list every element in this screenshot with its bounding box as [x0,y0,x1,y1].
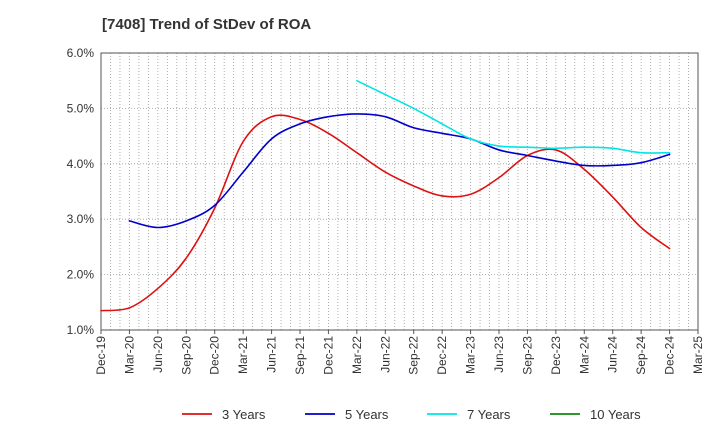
series-line-3-years [100,114,671,312]
y-tick-label: 4.0% [67,157,95,171]
x-axis: Dec-19 Mar-20 Jun-20 Sep-20 Dec-20 Mar-21 Jun-… [94,330,705,375]
y-tick-label: 5.0% [67,101,95,115]
x-tick-label: Sep-21 [293,336,307,375]
x-tick-label: Dec-21 [321,336,335,375]
chart-title: [7408] Trend of StDev of ROA [102,16,312,33]
x-tick-label: Sep-24 [634,336,648,375]
x-tick-label: Dec-19 [94,336,108,375]
x-tick-label: Jun-24 [606,336,620,373]
grid [101,53,698,330]
y-tick-label: 1.0% [67,323,95,337]
y-axis: 1.0% 2.0% 3.0% 4.0% 5.0% 6.0% [67,46,95,337]
x-tick-label: Dec-22 [435,336,449,375]
y-tick-label: 6.0% [67,46,95,60]
series-line-5-years [128,113,671,229]
x-tick-label: Dec-24 [663,336,677,375]
x-tick-label: Dec-20 [208,336,222,375]
plot-background [101,53,698,330]
x-tick-label: Mar-21 [236,336,250,374]
legend-label: 10 Years [590,407,641,422]
x-tick-label: Mar-25 [691,336,705,374]
series-line-7-years [356,79,671,154]
series-lines [100,79,671,312]
x-tick-label: Mar-22 [350,336,364,374]
x-tick-label: Mar-24 [577,336,591,374]
x-tick-label: Sep-22 [407,336,421,375]
x-tick-label: Sep-23 [520,336,534,375]
legend-label: 7 Years [467,407,511,422]
x-tick-label: Jun-22 [378,336,392,373]
x-tick-label: Mar-23 [464,336,478,374]
legend-label: 3 Years [222,407,266,422]
x-tick-label: Jun-20 [151,336,165,373]
x-tick-label: Sep-20 [179,336,193,375]
x-tick-label: Mar-20 [122,336,136,374]
legend: 3 Years 5 Years 7 Years 10 Years [182,407,641,422]
legend-label: 5 Years [345,407,389,422]
y-tick-label: 2.0% [67,268,95,282]
plot-border [100,52,699,331]
x-tick-label: Jun-21 [265,336,279,373]
x-tick-label: Dec-23 [549,336,563,375]
x-tick-label: Jun-23 [492,336,506,373]
y-tick-label: 3.0% [67,212,95,226]
